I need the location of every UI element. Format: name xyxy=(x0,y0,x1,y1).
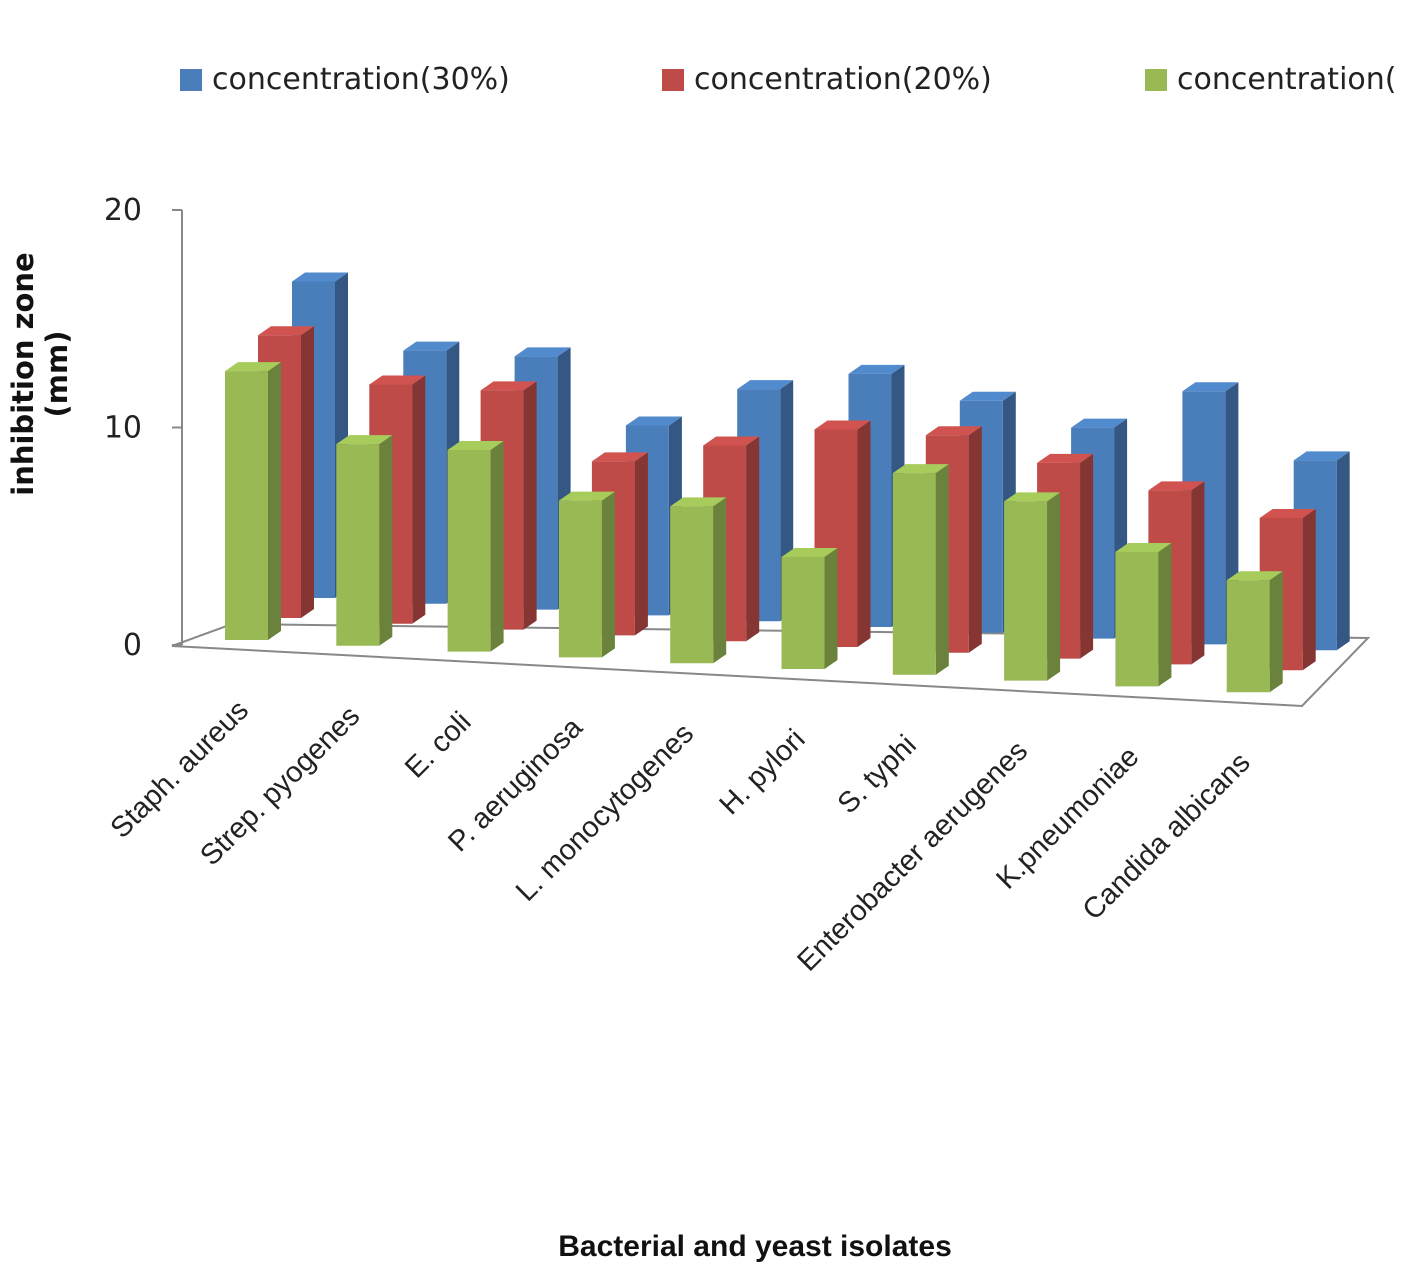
bar-front xyxy=(447,449,491,652)
bar-top xyxy=(292,272,348,282)
bar-top xyxy=(1148,481,1205,491)
bar-side xyxy=(713,497,727,664)
legend-item-30: concentration(30%) xyxy=(180,62,510,97)
x-tick-label: H. pylori xyxy=(714,723,812,821)
legend-item-third: concentration( xyxy=(1145,62,1396,97)
bar-top xyxy=(1037,453,1094,463)
bar-2-7 xyxy=(1004,492,1061,681)
bar-top xyxy=(558,491,615,501)
x-axis-label: Bacterial and yeast isolates xyxy=(558,1230,952,1263)
bar-side xyxy=(746,436,760,642)
bar-side xyxy=(1080,453,1094,659)
bar-top xyxy=(336,435,393,445)
bar-top xyxy=(737,380,794,390)
legend-swatch-red xyxy=(662,68,684,91)
y-tick-label: 10 xyxy=(104,411,142,446)
bar-top xyxy=(480,381,537,391)
legend-item-20: concentration(20%) xyxy=(662,62,992,97)
bar-side xyxy=(268,362,281,640)
bar-top xyxy=(848,364,905,374)
bar-top xyxy=(1182,382,1239,392)
bar-top xyxy=(1071,418,1128,428)
bar-top xyxy=(1226,571,1283,581)
legend-swatch-green xyxy=(1145,68,1167,91)
bar-top xyxy=(1259,508,1316,518)
legend-swatch-blue xyxy=(180,68,202,91)
bar-side xyxy=(1269,571,1283,693)
bar-front xyxy=(1115,551,1159,687)
bar-top xyxy=(814,420,871,430)
legend-label: concentration( xyxy=(1177,62,1397,97)
bar-top xyxy=(959,391,1016,401)
bar-side xyxy=(1302,508,1316,671)
y-tick-label: 20 xyxy=(104,193,142,228)
bar-side xyxy=(1191,481,1205,665)
bar-2-1 xyxy=(336,435,393,646)
bar-side xyxy=(490,440,504,652)
bar-2-8 xyxy=(1115,542,1172,687)
bar-top xyxy=(892,464,949,474)
bar-2-4 xyxy=(670,497,727,664)
bar-2-6 xyxy=(892,464,949,675)
bar-front xyxy=(670,506,714,664)
bar-2-3 xyxy=(558,491,615,658)
x-tick-label: Enterobacter aerugenes xyxy=(791,735,1034,978)
bar-side xyxy=(601,491,615,658)
bar-side xyxy=(523,381,537,630)
y-tick-label: 0 xyxy=(123,628,142,663)
bar-side xyxy=(301,326,314,618)
bar-side xyxy=(634,452,648,636)
bar-top xyxy=(403,341,460,351)
bar-top xyxy=(369,375,426,385)
x-tick-label: S. typhi xyxy=(832,729,923,820)
bar-side xyxy=(935,464,949,675)
bar-front xyxy=(1226,580,1270,693)
legend-label: concentration(30%) xyxy=(212,62,510,97)
bar-side xyxy=(1047,492,1061,681)
bar-2-5 xyxy=(781,547,838,669)
bar-top xyxy=(591,452,648,462)
bar-front xyxy=(892,473,936,675)
bar-front xyxy=(1004,501,1048,681)
bar-side xyxy=(1158,542,1172,687)
x-tick-label: E. coli xyxy=(399,706,477,784)
bar-2-0 xyxy=(225,362,281,640)
legend: concentration(30%) concentration(20%) co… xyxy=(0,62,1428,102)
bar-side xyxy=(1336,451,1350,651)
bar-front xyxy=(336,444,380,646)
legend-label: concentration(20%) xyxy=(694,62,992,97)
bar-top xyxy=(781,547,838,557)
bar-side xyxy=(857,420,871,647)
bar-top xyxy=(1004,492,1061,502)
bar-top xyxy=(514,347,571,357)
bar-top xyxy=(447,440,504,450)
bar-side xyxy=(824,547,838,669)
bar-side xyxy=(379,435,393,646)
bar-front xyxy=(781,556,825,669)
bar-2-2 xyxy=(447,440,504,652)
bar-top xyxy=(1293,451,1350,461)
bar-front xyxy=(558,500,602,658)
bar-2-9 xyxy=(1226,571,1283,693)
bar-side xyxy=(412,375,426,624)
bar-top xyxy=(625,416,682,426)
bar-top xyxy=(225,362,281,372)
bar-top xyxy=(670,497,727,507)
bar-front xyxy=(225,371,268,640)
bar-top xyxy=(1115,542,1172,552)
bar-top xyxy=(703,436,760,446)
bar-side xyxy=(968,426,982,653)
bar-top xyxy=(925,426,982,436)
bar-top xyxy=(258,326,314,336)
